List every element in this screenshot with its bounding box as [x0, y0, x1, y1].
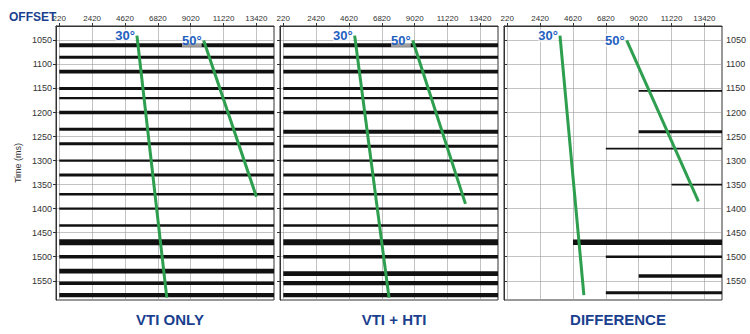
svg-text:13420: 13420 [693, 14, 716, 23]
svg-text:1100: 1100 [33, 59, 52, 69]
svg-text:OFFSET: OFFSET [9, 10, 57, 24]
svg-text:9020: 9020 [182, 14, 200, 23]
svg-text:220: 220 [52, 13, 66, 23]
svg-text:Time (ms): Time (ms) [13, 143, 23, 183]
svg-text:9020: 9020 [406, 14, 424, 23]
svg-text:4620: 4620 [564, 14, 582, 23]
svg-text:4620: 4620 [116, 14, 134, 23]
svg-text:1350: 1350 [32, 180, 52, 190]
svg-text:30°: 30° [333, 28, 353, 43]
svg-text:1050: 1050 [32, 35, 52, 45]
svg-text:13420: 13420 [245, 14, 268, 23]
svg-text:1200: 1200 [726, 108, 746, 118]
svg-text:1550: 1550 [726, 276, 746, 286]
svg-text:1500: 1500 [726, 252, 746, 262]
svg-text:13420: 13420 [469, 14, 492, 23]
svg-text:4620: 4620 [340, 14, 358, 23]
svg-text:1300: 1300 [726, 156, 746, 166]
svg-text:9020: 9020 [630, 14, 648, 23]
svg-text:VTI + HTI: VTI + HTI [362, 311, 427, 328]
svg-text:1100: 1100 [726, 59, 745, 69]
svg-text:11220: 11220 [437, 14, 459, 23]
svg-text:1300: 1300 [32, 156, 52, 166]
svg-text:2420: 2420 [307, 14, 325, 23]
svg-text:1150: 1150 [726, 83, 745, 93]
svg-text:1250: 1250 [32, 132, 52, 142]
svg-text:1550: 1550 [32, 276, 52, 286]
svg-text:6820: 6820 [597, 14, 615, 23]
svg-text:6820: 6820 [149, 14, 167, 23]
svg-text:1150: 1150 [33, 83, 52, 93]
svg-text:220: 220 [277, 14, 291, 23]
svg-text:30°: 30° [538, 28, 558, 43]
svg-text:50°: 50° [391, 33, 411, 48]
svg-text:1500: 1500 [32, 252, 52, 262]
svg-text:1450: 1450 [32, 228, 52, 238]
svg-text:1450: 1450 [726, 228, 746, 238]
svg-text:220: 220 [501, 14, 515, 23]
svg-text:30°: 30° [115, 28, 135, 43]
svg-text:2420: 2420 [531, 14, 549, 23]
svg-text:1250: 1250 [726, 132, 746, 142]
svg-text:1200: 1200 [32, 108, 52, 118]
svg-text:1400: 1400 [32, 204, 52, 214]
svg-text:2420: 2420 [83, 14, 101, 23]
svg-text:11220: 11220 [213, 14, 235, 23]
svg-text:VTI ONLY: VTI ONLY [136, 311, 204, 328]
svg-text:1050: 1050 [726, 35, 746, 45]
svg-text:50°: 50° [182, 33, 202, 48]
svg-text:50°: 50° [605, 33, 625, 48]
svg-text:1350: 1350 [726, 180, 746, 190]
svg-text:DIFFERENCE: DIFFERENCE [570, 311, 666, 328]
svg-text:11220: 11220 [661, 14, 683, 23]
svg-text:1400: 1400 [726, 204, 746, 214]
svg-text:6820: 6820 [373, 14, 391, 23]
